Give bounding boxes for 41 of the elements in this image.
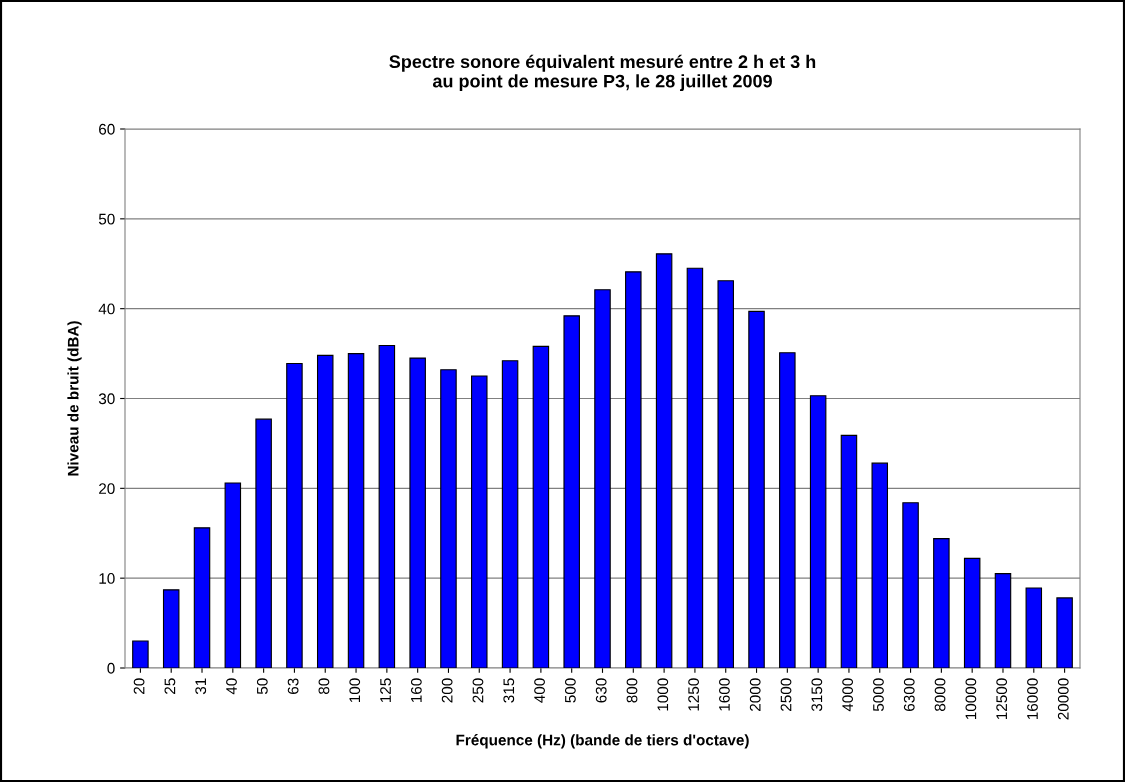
x-tick-label: 800 bbox=[626, 678, 638, 703]
x-tick-label: 80 bbox=[318, 678, 330, 695]
y-tick-label: 20 bbox=[99, 483, 115, 495]
x-tick-label: 5000 bbox=[873, 678, 884, 712]
x-tick-label: 25 bbox=[164, 678, 176, 694]
x-axis-title: Fréquence (Hz) (bande de tiers d'octave) bbox=[456, 734, 749, 749]
y-axis-title: Niveau de bruit (dBA) bbox=[67, 321, 82, 476]
x-tick-label: 630 bbox=[595, 678, 607, 703]
x-tick-label: 100 bbox=[349, 678, 361, 703]
x-tick-label: 12500 bbox=[996, 678, 1008, 720]
x-tick-label: 4000 bbox=[842, 678, 854, 712]
x-tick-label: 1600 bbox=[719, 678, 730, 711]
x-tick-label: 50 bbox=[256, 678, 268, 695]
y-tick-label: 10 bbox=[99, 573, 115, 584]
x-tick-label: 16000 bbox=[1027, 678, 1038, 720]
x-tick-label: 400 bbox=[534, 678, 545, 703]
x-tick-label: 6300 bbox=[903, 678, 915, 711]
x-tick-label: 20000 bbox=[1057, 678, 1069, 720]
x-tick-label: 8000 bbox=[934, 678, 946, 712]
x-tick-label: 250 bbox=[472, 678, 484, 703]
chart-title: Spectre sonore équivalent mesuré entre 2 h et 3 h au point de mesure P3, le 28 juillet 2009 bbox=[389, 54, 816, 92]
x-tick-label: 315 bbox=[503, 678, 515, 703]
x-tick-label: 2000 bbox=[749, 678, 761, 711]
x-tick-label: 3150 bbox=[811, 678, 823, 712]
y-tick-label: 0 bbox=[107, 662, 115, 674]
x-tick-label: 40 bbox=[226, 678, 237, 695]
x-tick-label: 20 bbox=[133, 678, 145, 694]
x-tick-label: 1000 bbox=[657, 678, 669, 711]
x-tick-label: 1250 bbox=[688, 678, 700, 711]
y-tick-label: 50 bbox=[98, 213, 115, 225]
y-tick-label: 40 bbox=[98, 303, 115, 315]
x-tick-label: 10000 bbox=[965, 678, 977, 720]
y-tick-label: 60 bbox=[99, 123, 115, 135]
x-tick-label: 200 bbox=[441, 678, 453, 703]
x-tick-label: 500 bbox=[564, 678, 576, 703]
x-tick-label: 160 bbox=[410, 678, 422, 703]
x-tick-label: 125 bbox=[380, 678, 391, 703]
y-tick-label: 30 bbox=[98, 393, 115, 405]
x-tick-label: 63 bbox=[287, 678, 299, 694]
x-tick-label: 31 bbox=[195, 678, 207, 695]
x-tick-label: 2500 bbox=[780, 678, 792, 711]
